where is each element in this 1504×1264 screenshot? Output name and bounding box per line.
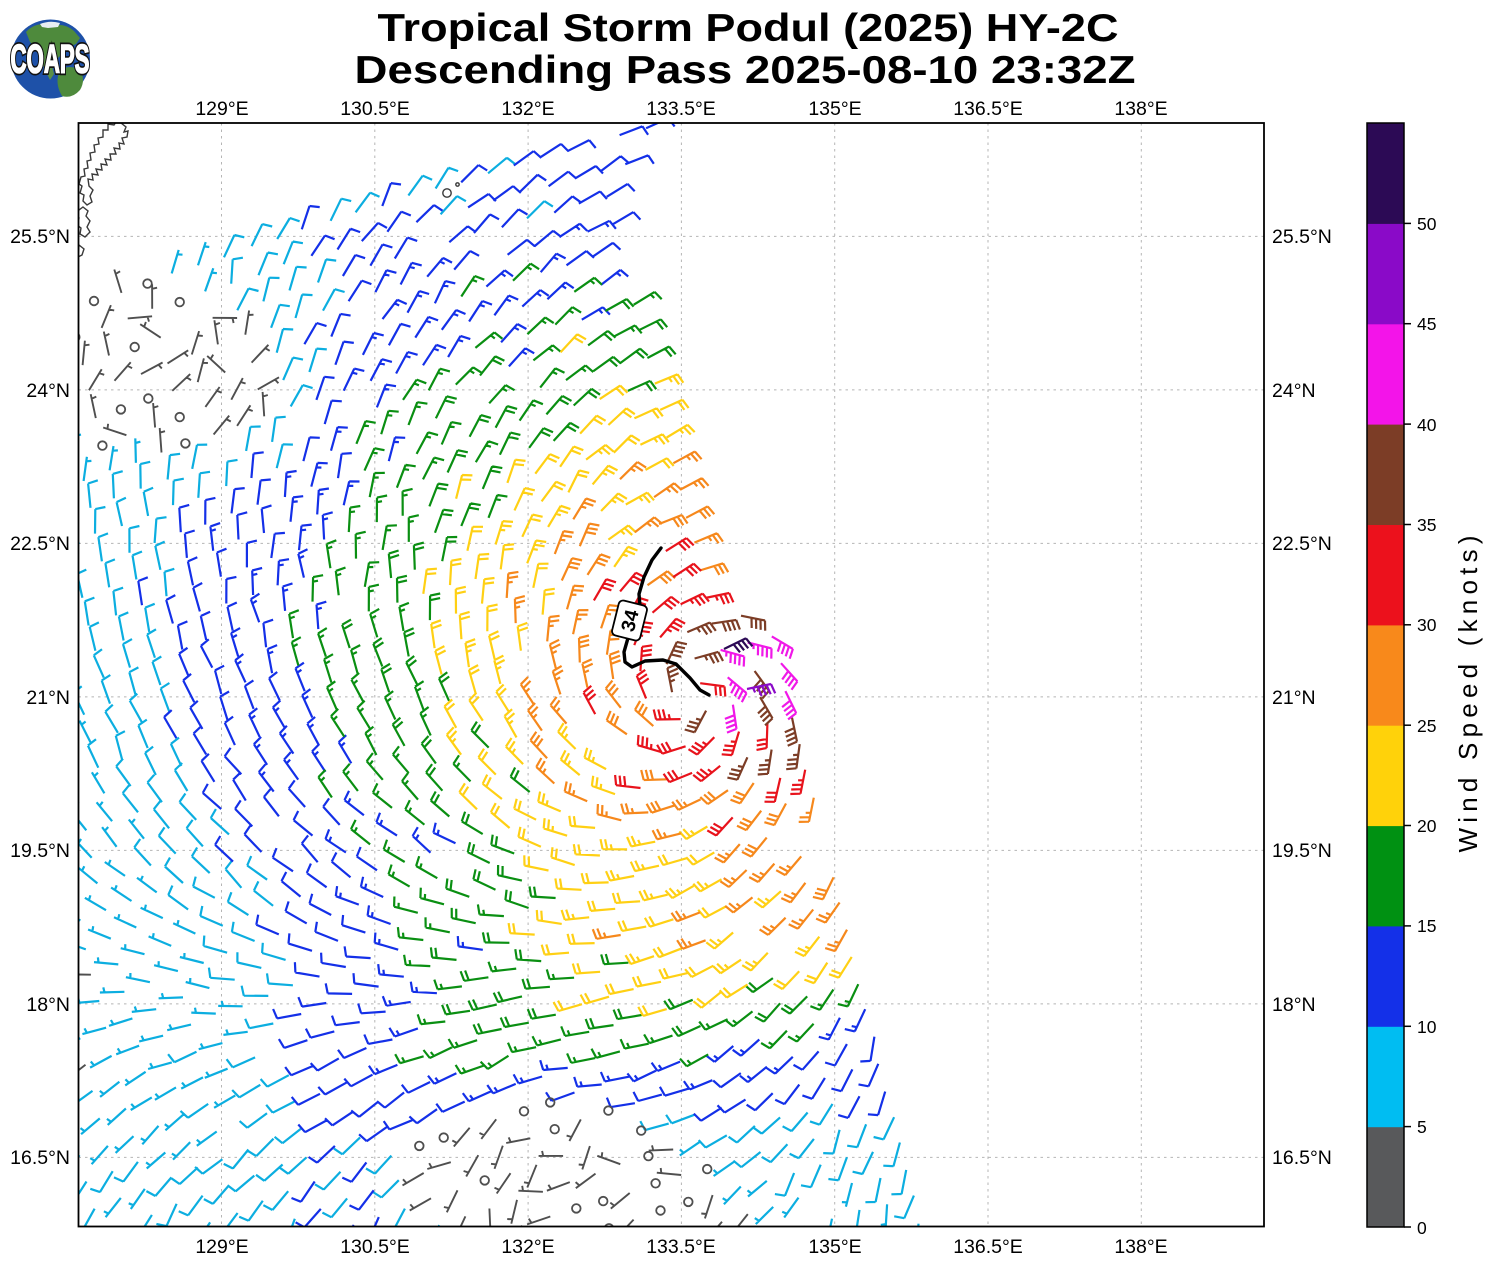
svg-text:138°E: 138°E (1114, 1236, 1167, 1258)
svg-text:Wind Speed (knots): Wind Speed (knots) (1453, 536, 1483, 853)
svg-text:16.5°N: 16.5°N (10, 1147, 70, 1169)
svg-text:40: 40 (1417, 415, 1437, 435)
svg-text:15: 15 (1417, 916, 1436, 936)
svg-text:24°N: 24°N (1272, 380, 1316, 402)
svg-text:130.5°E: 130.5°E (340, 98, 410, 120)
svg-text:22.5°N: 22.5°N (10, 533, 70, 555)
svg-text:21°N: 21°N (26, 687, 70, 709)
svg-text:136.5°E: 136.5°E (953, 1236, 1023, 1258)
svg-text:21°N: 21°N (1272, 687, 1316, 709)
svg-text:20: 20 (1417, 816, 1437, 836)
svg-text:132°E: 132°E (501, 98, 554, 120)
svg-text:24°N: 24°N (26, 380, 70, 402)
svg-text:16.5°N: 16.5°N (1272, 1147, 1332, 1169)
svg-text:138°E: 138°E (1114, 98, 1167, 120)
svg-text:135°E: 135°E (808, 1236, 861, 1258)
svg-text:30: 30 (1417, 615, 1437, 635)
svg-text:133.5°E: 133.5°E (646, 98, 716, 120)
svg-text:136.5°E: 136.5°E (953, 98, 1023, 120)
svg-text:19.5°N: 19.5°N (10, 840, 70, 862)
svg-text:34: 34 (617, 607, 644, 634)
svg-text:COAPS: COAPS (11, 38, 90, 82)
svg-text:Descending Pass 2025-08-10 23:: Descending Pass 2025-08-10 23:32Z (355, 49, 1136, 92)
svg-text:19.5°N: 19.5°N (1272, 840, 1332, 862)
svg-text:COAPS: COAPS (11, 38, 90, 82)
svg-text:129°E: 129°E (195, 98, 248, 120)
svg-text:18°N: 18°N (26, 994, 70, 1016)
svg-text:45: 45 (1417, 314, 1436, 334)
svg-text:25: 25 (1417, 716, 1436, 736)
svg-text:22.5°N: 22.5°N (1272, 533, 1332, 555)
svg-text:0: 0 (1417, 1218, 1427, 1238)
svg-text:132°E: 132°E (501, 1236, 554, 1258)
svg-text:133.5°E: 133.5°E (646, 1236, 716, 1258)
svg-text:25.5°N: 25.5°N (10, 226, 70, 248)
svg-text:Tropical Storm Podul (2025) HY: Tropical Storm Podul (2025) HY-2C (378, 7, 1119, 50)
svg-text:50: 50 (1417, 214, 1437, 234)
svg-text:130.5°E: 130.5°E (340, 1236, 410, 1258)
svg-text:10: 10 (1417, 1017, 1437, 1037)
svg-text:135°E: 135°E (808, 98, 861, 120)
svg-text:129°E: 129°E (195, 1236, 248, 1258)
svg-text:18°N: 18°N (1272, 994, 1316, 1016)
svg-text:25.5°N: 25.5°N (1272, 226, 1332, 248)
svg-text:35: 35 (1417, 515, 1436, 535)
svg-text:5: 5 (1417, 1117, 1427, 1137)
